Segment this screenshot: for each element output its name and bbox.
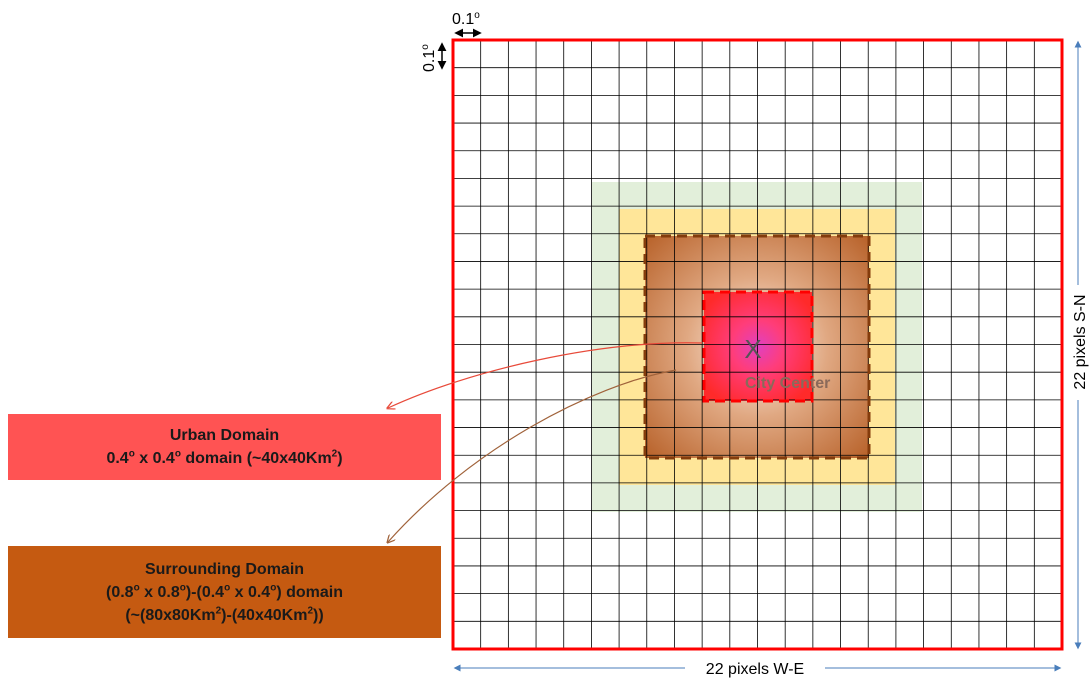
surrounding-domain-title: Surrounding Domain (144, 560, 305, 578)
cell-height-label: 0.1o (420, 44, 438, 72)
surrounding-domain-area: (~(80x80Km2)-(40x40Km2)) (125, 605, 324, 624)
cell-width-label: 0.1o (452, 10, 480, 28)
surrounding-domain-box: Surrounding Domain (0.8o x 0.8o)-(0.4o x… (8, 546, 441, 638)
grid-outer-border (451, 38, 1064, 651)
urban-zone (704, 292, 812, 401)
city-center-label: City Center (745, 375, 830, 392)
right-axis-label: 22 pixels S-N (1072, 294, 1089, 389)
urban-domain-size: 0.4o x 0.4o domain (~40x40Km2) (106, 448, 343, 467)
bottom-axis-label: 22 pixels W-E (706, 661, 804, 678)
center-marker: X (744, 334, 761, 364)
urban-domain-title: Urban Domain (169, 427, 280, 444)
surrounding-domain-border (643, 234, 871, 460)
urban-domain-box: Urban Domain 0.4o x 0.4o domain (~40x40K… (8, 414, 441, 480)
surrounding-domain-size: (0.8o x 0.8o)-(0.4o x 0.4o) domain (106, 582, 343, 601)
surrounding-connector-arrow (388, 369, 677, 542)
urban-domain-border (702, 290, 814, 403)
urban-connector-arrow (388, 342, 703, 408)
